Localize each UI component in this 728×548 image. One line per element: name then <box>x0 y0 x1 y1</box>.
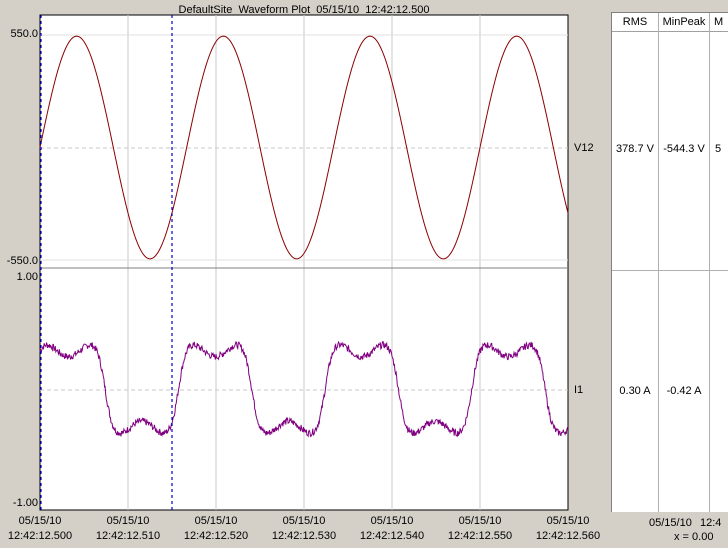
x-tick-label: 05/15/10 12:42:12.550 <box>447 515 513 542</box>
v12-trace <box>39 35 569 260</box>
readout-x: x = 0.00 <box>674 531 714 543</box>
waveform-plot[interactable] <box>0 0 608 548</box>
row-divider <box>612 270 728 271</box>
x-tick-label: 05/15/10 12:42:12.500 <box>7 515 73 542</box>
x-tick-label: 05/15/10 12:42:12.510 <box>95 515 161 542</box>
readout-date: 05/15/10 <box>649 517 692 529</box>
col-divider <box>709 13 710 513</box>
v12-rms-value: 378.7 V <box>616 143 654 155</box>
v12-ymin-label: -550.0 <box>6 255 38 267</box>
v12-ymax-label: 550.0 <box>10 28 38 40</box>
x-tick-label: 05/15/10 12:42:12.520 <box>183 515 249 542</box>
x-tick-label: 05/15/10 12:42:12.530 <box>271 515 337 542</box>
col-header-rms[interactable]: RMS <box>612 13 659 32</box>
i1-trace <box>39 340 569 438</box>
v12-minpeak-value: -544.3 V <box>663 143 705 155</box>
v12-trace-label: V12 <box>574 142 594 154</box>
i1-minpeak-value: -0.42 A <box>666 385 702 397</box>
i1-trace-label: I1 <box>574 384 584 396</box>
v12-extra-value: 5 <box>715 143 722 155</box>
plot-grid <box>40 15 568 510</box>
col-divider <box>658 13 659 513</box>
readout-time: 12:4 <box>700 517 722 529</box>
plot-title: DefaultSite Waveform Plot 05/15/10 12:42… <box>178 4 430 16</box>
measurements-table: RMS MinPeak M 378.7 V -544.3 V 5 0.30 A … <box>611 12 728 513</box>
col-header-m[interactable]: M <box>710 13 728 32</box>
x-tick-label: 05/15/10 12:42:12.540 <box>359 515 425 542</box>
i1-rms-value: 0.30 A <box>619 385 651 397</box>
col-header-minpeak[interactable]: MinPeak <box>659 13 710 32</box>
cursor-readout: 05/15/10 12:4 x = 0.00 <box>611 512 728 548</box>
i1-ymax-label: 1.00 <box>16 271 38 283</box>
i1-ymin-label: -1.00 <box>12 497 38 509</box>
x-tick-label: 05/15/10 12:42:12.560 <box>535 515 601 542</box>
